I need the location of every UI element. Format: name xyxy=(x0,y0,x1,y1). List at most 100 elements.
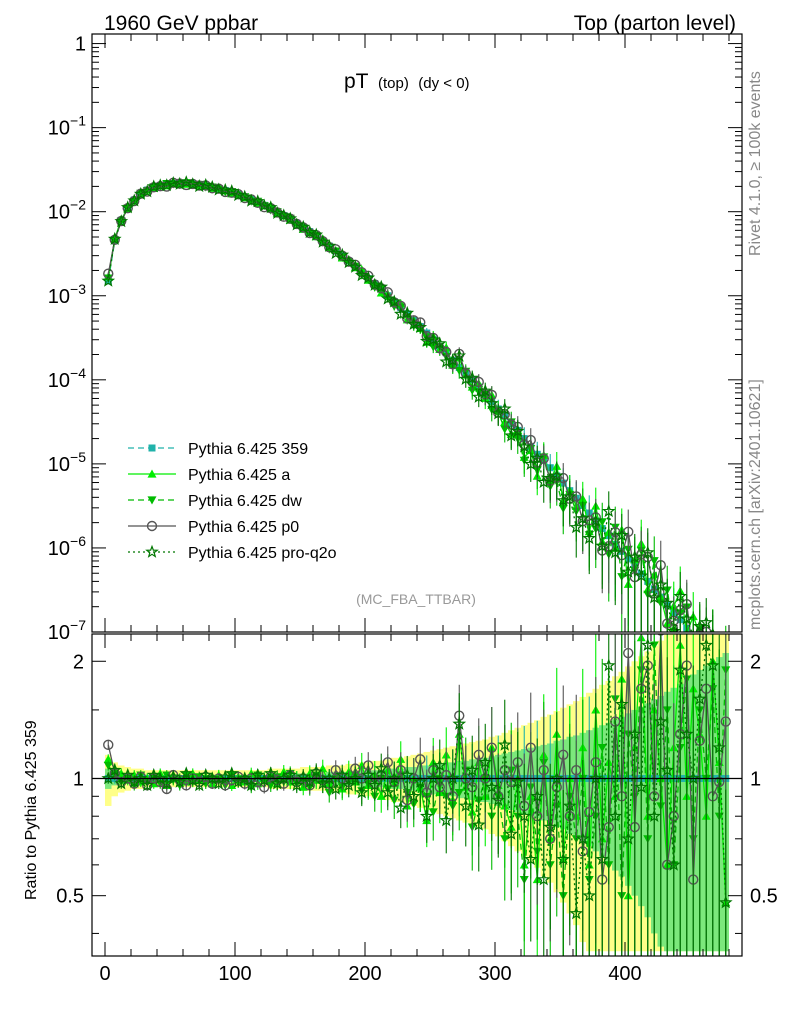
x-tick-label: 300 xyxy=(478,963,511,985)
series-4-ratio-point xyxy=(348,771,363,785)
series-4-ratio-point xyxy=(361,767,376,781)
main-y-tick-base: 10 xyxy=(48,118,70,140)
series-4-ratio-point xyxy=(159,776,174,790)
series-4-ratio-point xyxy=(523,852,538,866)
series-4-point xyxy=(458,371,473,385)
series-4-ratio-point xyxy=(686,771,701,785)
main-y-tick-exponent: −1 xyxy=(70,113,86,129)
series-4-ratio-point xyxy=(458,798,473,812)
main-y-tick-exponent: −5 xyxy=(70,449,86,465)
ratio-y-tick-label: 0.5 xyxy=(56,886,84,908)
main-y-tick-base: 10 xyxy=(48,538,70,560)
series-4-ratio-point xyxy=(653,714,668,728)
main-y-tick-base: 10 xyxy=(48,202,70,224)
legend: Pythia 6.425 359 Pythia 6.425 a Pythia 6.4… xyxy=(128,441,337,562)
series-4-point xyxy=(673,589,688,603)
series-4-ratio-point xyxy=(478,755,493,769)
series-4-point xyxy=(348,259,363,273)
series-4-point xyxy=(328,246,343,260)
series-4-ratio-point xyxy=(289,778,304,792)
series-4-ratio-point xyxy=(309,764,324,778)
main-y-tick-label: 10−4 xyxy=(48,365,86,392)
series-1-ratio-point xyxy=(103,754,113,763)
series-4-point xyxy=(582,531,597,545)
series-4-ratio-point xyxy=(341,778,356,792)
series-4-ratio-point xyxy=(692,691,707,705)
series-4-point xyxy=(517,439,532,453)
series-4-ratio-point xyxy=(380,785,395,799)
series-4-ratio-point xyxy=(367,778,382,792)
series-3-ratio-point xyxy=(395,765,406,776)
series-4-ratio-point xyxy=(679,726,694,740)
series-4-ratio-point xyxy=(614,697,629,711)
series-4-ratio-point xyxy=(705,658,720,672)
series-4-ratio-point xyxy=(536,872,551,886)
series-4-point xyxy=(257,198,272,212)
series-4-point xyxy=(341,255,356,269)
series-4-point xyxy=(666,624,681,632)
series-3-ratio-point xyxy=(473,749,484,761)
series-4-point xyxy=(205,179,220,193)
series-4-ratio-point xyxy=(153,771,168,785)
series-4-ratio-point xyxy=(322,771,337,785)
series-4-point xyxy=(627,549,642,563)
main-y-tick-base: 10 xyxy=(48,286,70,308)
series-4-ratio-point xyxy=(588,771,603,785)
legend-label: Pythia 6.425 a xyxy=(188,467,290,484)
series-4-ratio-point xyxy=(543,819,558,833)
series-4-point xyxy=(361,270,376,284)
series-2-point xyxy=(500,425,510,434)
series-3-point xyxy=(103,268,114,279)
plot-title: pT (top) (dy < 0) xyxy=(344,70,470,93)
series-3-point xyxy=(623,526,634,538)
ratio-y-tick-label-right: 0.5 xyxy=(750,886,778,908)
main-y-tick-exponent: −4 xyxy=(70,365,86,381)
series-3-ratio-point xyxy=(382,757,393,768)
x-tick-label: 200 xyxy=(348,963,381,985)
series-3-ratio-point xyxy=(720,716,731,727)
series-3-ratio-point xyxy=(538,765,549,776)
series-4-point xyxy=(601,504,616,518)
legend-label: Pythia 6.425 dw xyxy=(188,493,302,510)
main-data-area xyxy=(101,175,727,632)
series-4-ratio-point xyxy=(673,662,688,676)
series-3-ratio-point xyxy=(506,776,517,788)
series-4-ratio-point xyxy=(517,808,532,823)
series-4-ratio-point xyxy=(374,761,389,775)
series-4-point xyxy=(224,184,239,198)
series-4-ratio-point xyxy=(562,798,577,812)
series-4-ratio-point xyxy=(335,767,350,781)
ratio-y-tick-label-right: 1 xyxy=(750,768,761,790)
main-y-tick-exponent: −6 xyxy=(70,533,86,549)
series-4-point xyxy=(465,370,480,384)
series-3-ratio-line xyxy=(107,634,727,880)
series-3-point xyxy=(571,491,582,502)
series-4-ratio-point xyxy=(120,767,135,781)
series-4-ratio-point xyxy=(328,781,343,795)
series-4-point xyxy=(588,513,603,527)
series-4-ratio-point xyxy=(426,771,441,785)
series-4-point xyxy=(263,200,278,214)
series-4-ratio-point xyxy=(413,774,428,788)
series-4-ratio-point xyxy=(634,779,649,793)
series-4-point xyxy=(146,179,161,193)
series-4-ratio-point xyxy=(406,789,421,803)
series-2-ratio-point xyxy=(454,788,464,798)
main-y-tick-base: 1 xyxy=(75,34,86,56)
rivet-version-label: Rivet 4.1.0, ≥ 100k events xyxy=(747,71,764,256)
series-4-ratio xyxy=(101,634,733,956)
series-4-ratio-point xyxy=(660,763,675,777)
series-4-ratio-point xyxy=(497,737,512,751)
series-4-ratio-point xyxy=(471,817,486,831)
series-4-ratio-point xyxy=(627,726,642,740)
main-y-tick-label: 10−2 xyxy=(48,197,86,224)
legend-label: Pythia 6.425 pro-q2o xyxy=(188,545,337,562)
header-right-label: Top (parton level) xyxy=(574,12,736,35)
series-4-point xyxy=(640,545,655,559)
series-4-point xyxy=(608,545,623,559)
series-3-ratio-point xyxy=(623,647,634,659)
series-4-point xyxy=(270,205,285,220)
series-2-ratio-point xyxy=(597,744,607,753)
series-4-ratio-point xyxy=(146,767,161,781)
series-4-point xyxy=(569,520,584,534)
